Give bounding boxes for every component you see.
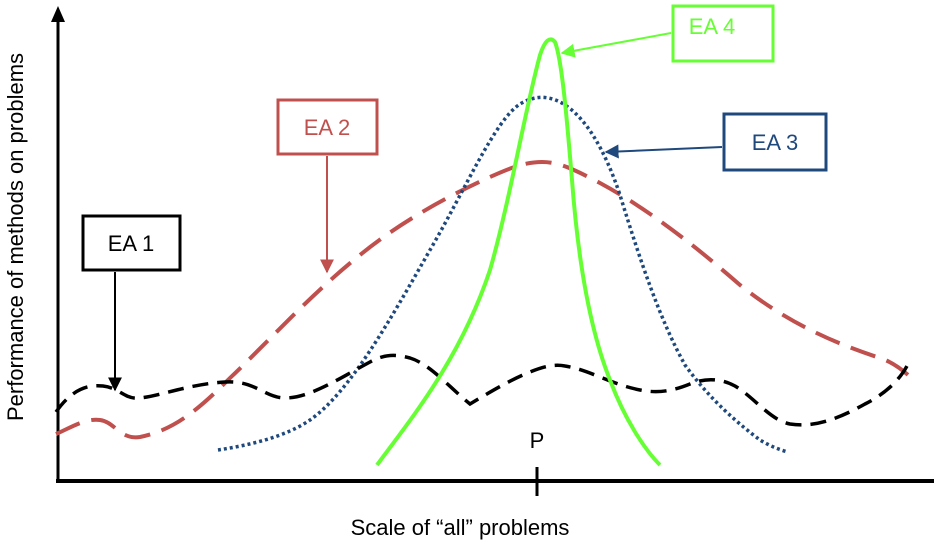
- y-axis-label: Performance of methods on problems: [3, 53, 28, 421]
- ea3-label-box: [722, 112, 828, 172]
- ea2-label-box: [276, 98, 379, 156]
- ea4-curve: [375, 37, 662, 467]
- ea3-arrow: [604, 144, 723, 159]
- ea4-label: EA 4: [689, 14, 735, 39]
- ea1-curve: [54, 353, 910, 427]
- x-axis-label: Scale of “all” problems: [351, 515, 570, 540]
- ea3-curve: [217, 95, 789, 454]
- peak-marker-label: P: [530, 428, 545, 453]
- ea4-arrow: [560, 32, 672, 58]
- ea1-label: EA 1: [108, 231, 154, 256]
- ea3-label: EA 3: [752, 130, 798, 155]
- ea1-label-box: [81, 214, 182, 272]
- ea4-label-box: [671, 4, 775, 63]
- y-axis-arrowhead: [51, 6, 65, 22]
- ea2-label: EA 2: [304, 115, 350, 140]
- ea2-curve: [55, 159, 918, 440]
